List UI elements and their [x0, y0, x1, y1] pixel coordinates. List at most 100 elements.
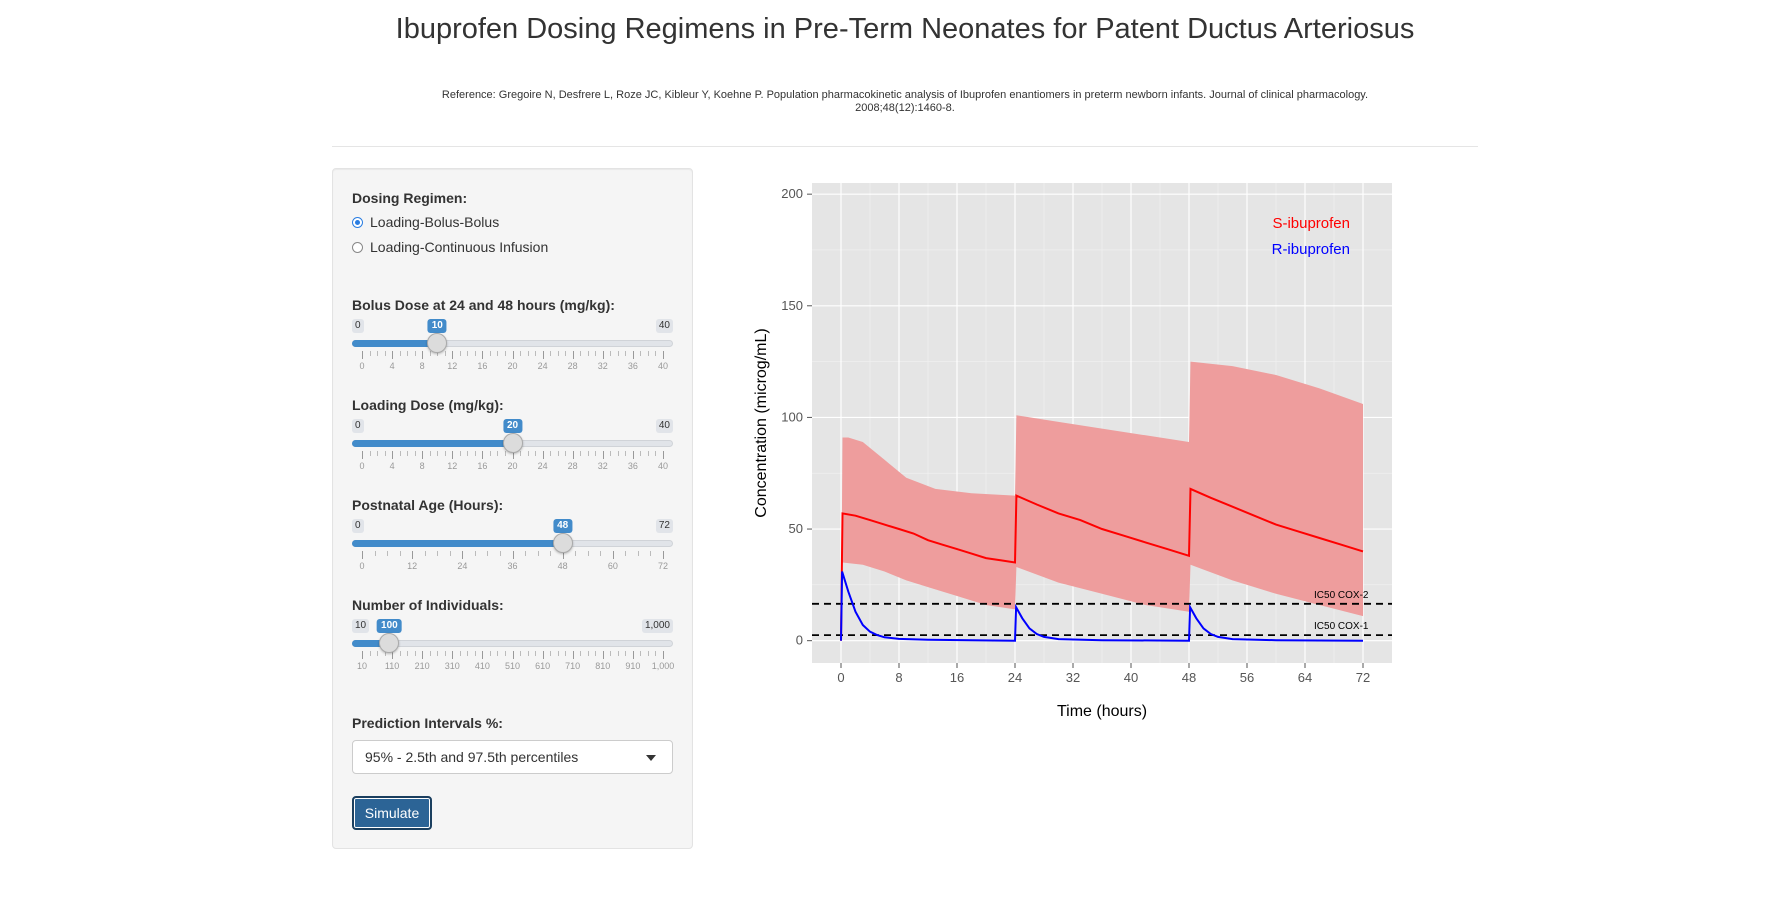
slider-tick	[663, 351, 664, 359]
slider-min-label: 0	[352, 519, 364, 533]
slider-tick-label: 8	[419, 361, 425, 371]
slider-tick	[625, 351, 627, 356]
slider-tick	[663, 651, 664, 659]
loading-dose-label: Loading Dose (mg/kg):	[352, 397, 504, 413]
y-axis-tick-label: 100	[781, 409, 803, 424]
radio-loading-bolus-bolus[interactable]: Loading-Bolus-Bolus	[352, 214, 499, 230]
loading-dose-slider[interactable]: 0 40 0 4 8 12 16 20 24 28 32 36 40 20	[352, 419, 673, 475]
slider-tick	[572, 451, 574, 459]
concentration-chart: IC50 COX-2 IC50 COX-1 0 8 16 24 32 40 48 56 64 72 0 5…	[753, 183, 1392, 720]
bolus-dose-slider[interactable]: 0 40 0 4 8 12 16 20 24 28 32 36 40 10	[352, 319, 673, 375]
slider-tick-label: 110	[384, 661, 400, 671]
slider-tick-label: 510	[504, 661, 521, 671]
x-axis-tick-label: 24	[1008, 670, 1022, 685]
slider-tick-label: 1,000	[651, 661, 675, 671]
radio-label: Loading-Bolus-Bolus	[370, 214, 500, 230]
slider-tick	[482, 651, 484, 659]
slider-tick-label: 20	[507, 461, 518, 471]
legend-entry: S-ibuprofen	[1272, 215, 1350, 232]
slider-value-badge: 100	[377, 619, 402, 633]
radio-button-selected[interactable]	[352, 216, 363, 228]
slider-tick-label: 16	[477, 361, 488, 371]
slider-fill	[352, 540, 563, 547]
slider-tick	[429, 451, 431, 456]
slider-tick	[384, 451, 386, 456]
slider-tick	[437, 451, 439, 456]
page-title: Ibuprofen Dosing Regimens in Pre-Term Ne…	[395, 13, 1415, 45]
slider-tick-label: 40	[657, 461, 669, 471]
x-axis-label: Time (hours)	[1057, 703, 1147, 720]
slider-tick	[512, 551, 514, 559]
slider-tick	[437, 551, 439, 556]
slider-tick	[497, 651, 499, 656]
slider-tick	[452, 351, 454, 359]
slider-tick	[362, 551, 363, 559]
slider-tick	[437, 651, 439, 656]
x-axis-tick-label: 8	[895, 670, 902, 685]
slider-tick	[580, 651, 582, 656]
slider-max-label: 40	[655, 419, 673, 433]
slider-tick	[625, 451, 627, 456]
radio-button[interactable]	[352, 241, 363, 253]
slider-tick	[575, 551, 577, 556]
caret-down-icon	[646, 755, 656, 761]
slider-fill	[352, 340, 438, 347]
slider-tick-label: 0	[359, 561, 365, 571]
slider-tick	[610, 351, 612, 356]
slider-tick	[527, 351, 529, 356]
y-axis-tick-label: 150	[781, 298, 803, 313]
slider-tick-label: 24	[457, 561, 468, 571]
slider-tick-label: 16	[477, 461, 488, 471]
slider-tick	[459, 451, 461, 456]
slider-tick	[444, 451, 446, 456]
slider-tick	[600, 551, 602, 556]
postnatal-age-slider[interactable]: 0 72 0 12 24 36 48 60 72 48	[352, 519, 673, 575]
prediction-intervals-value: 95% - 2.5th and 97.5th percentiles	[365, 749, 579, 765]
x-axis-tick-label: 72	[1356, 670, 1370, 685]
slider-track[interactable]	[352, 640, 673, 647]
slider-tick	[663, 551, 664, 559]
slider-tick	[377, 351, 379, 356]
x-axis-tick-label: 56	[1240, 670, 1254, 685]
slider-tick	[527, 451, 529, 456]
slider-tick-label: 40	[657, 361, 669, 371]
slider-value-badge: 48	[553, 519, 573, 533]
slider-handle[interactable]	[552, 533, 573, 553]
slider-tick-label: 72	[657, 561, 669, 571]
slider-tick	[399, 551, 401, 556]
slider-tick	[497, 451, 499, 456]
slider-max-label: 40	[655, 319, 673, 333]
slider-max-label: 72	[655, 519, 673, 533]
slider-tick	[557, 351, 559, 356]
dosing-regimen-label: Dosing Regimen:	[352, 190, 468, 206]
slider-tick	[429, 351, 431, 356]
slider-tick	[655, 351, 657, 356]
slider-tick	[452, 451, 454, 459]
slider-tick	[520, 351, 522, 356]
slider-handle[interactable]	[427, 333, 448, 353]
slider-tick	[422, 451, 424, 459]
slider-handle[interactable]	[379, 633, 400, 653]
slider-value-badge: 20	[502, 419, 523, 433]
slider-tick	[399, 351, 401, 356]
slider-tick-label: 610	[535, 661, 551, 671]
slider-tick	[535, 351, 537, 356]
slider-tick-label: 4	[389, 461, 395, 471]
slider-tick	[655, 651, 657, 656]
slider-tick	[459, 351, 461, 356]
slider-tick-label: 20	[507, 361, 518, 371]
slider-min-label: 10	[352, 619, 370, 633]
radio-loading-continuous-infusion[interactable]: Loading-Continuous Infusion	[352, 239, 548, 255]
simulate-button[interactable]: Simulate	[352, 796, 432, 830]
slider-handle[interactable]	[502, 433, 523, 453]
slider-tick	[497, 351, 499, 356]
slider-fill	[352, 640, 390, 647]
slider-tick	[474, 551, 476, 556]
slider-tick	[565, 451, 567, 456]
slider-ticks	[352, 551, 673, 559]
slider-tick	[632, 451, 634, 459]
prediction-intervals-select[interactable]: 95% - 2.5th and 97.5th percentiles	[352, 740, 673, 774]
y-axis-tick-label: 50	[789, 521, 803, 536]
